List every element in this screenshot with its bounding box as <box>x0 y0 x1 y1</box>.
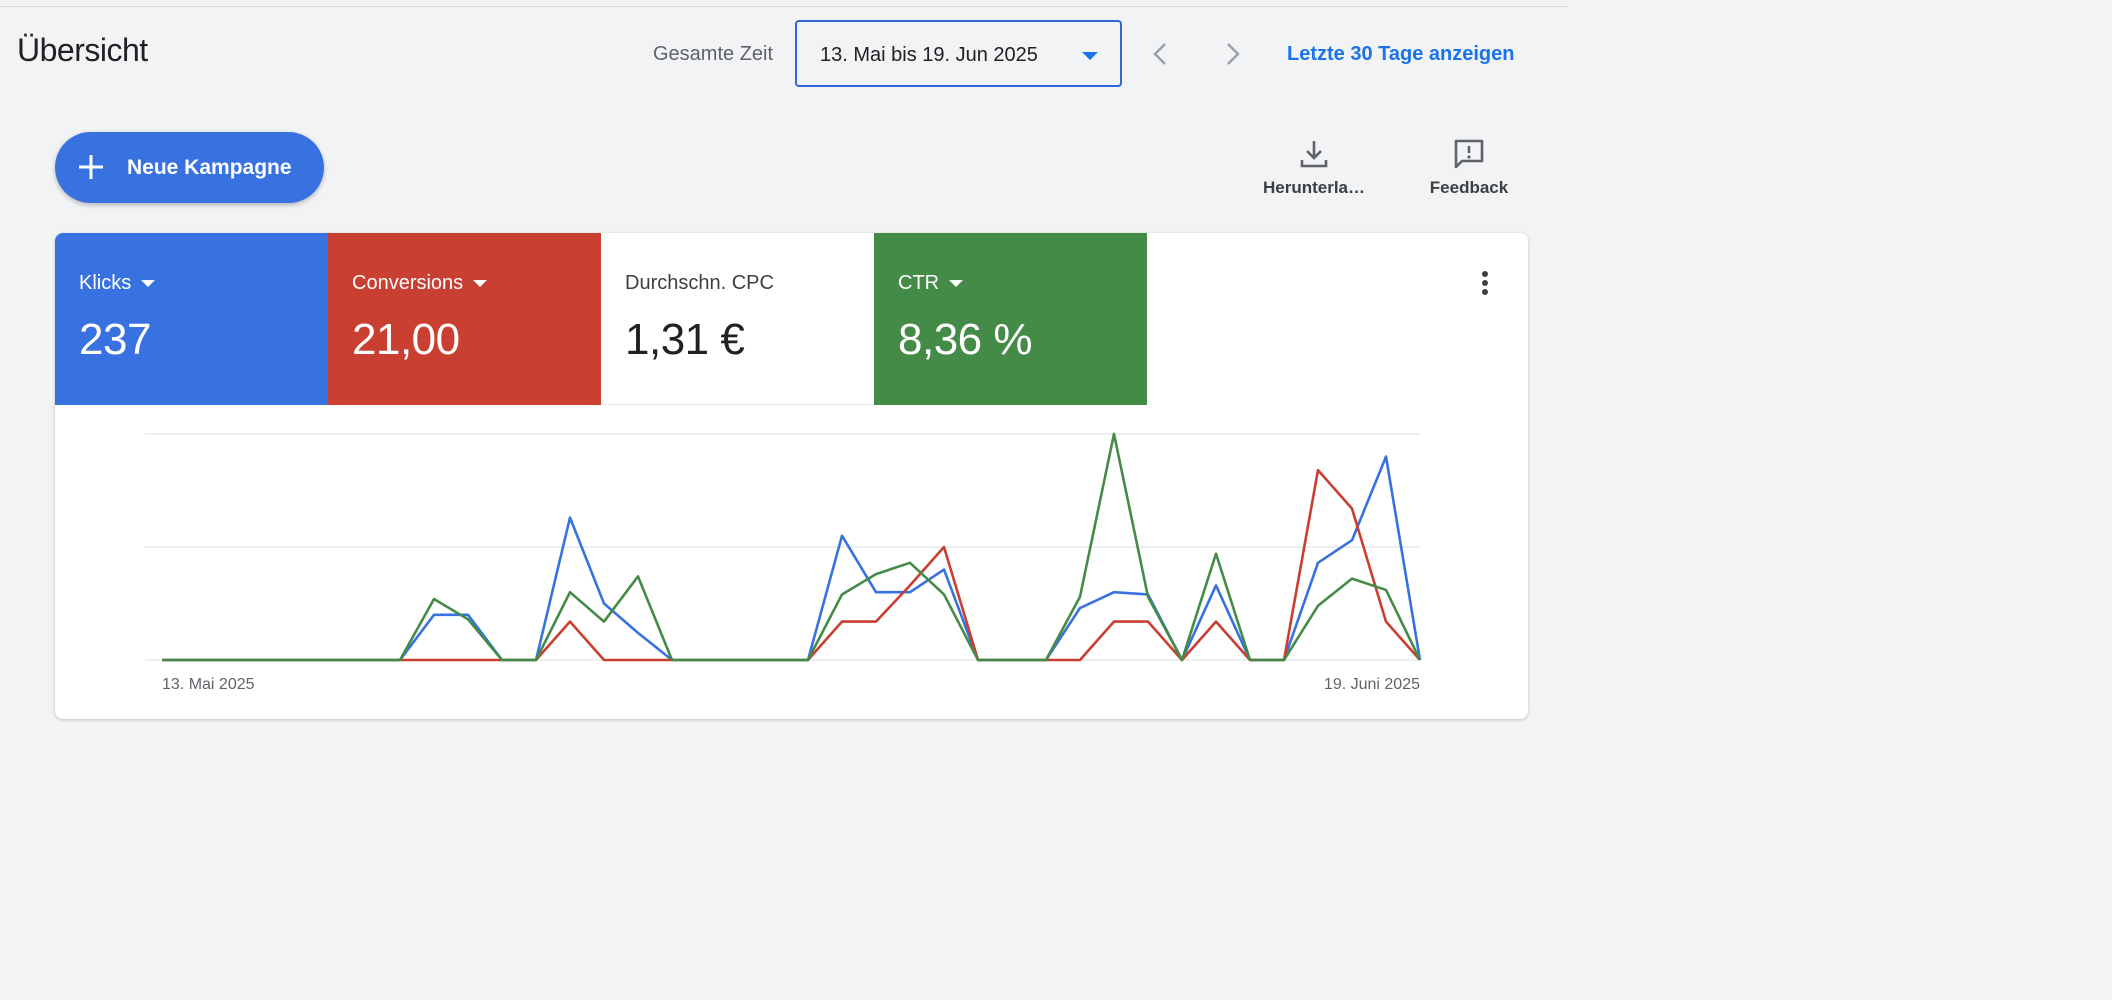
chevron-right-icon <box>1227 43 1240 65</box>
download-icon <box>1300 141 1328 168</box>
performance-card: Klicks 237 Conversions 21,00 Durchschn. … <box>55 233 1528 719</box>
next-period-button[interactable] <box>1212 34 1252 74</box>
download-label: Herunterla… <box>1262 178 1366 197</box>
dropdown-arrow-icon <box>949 279 964 287</box>
more-vert-icon <box>1482 271 1488 277</box>
dropdown-arrow-icon <box>473 279 488 287</box>
new-campaign-label: Neue Kampagne <box>127 156 292 179</box>
x-axis-end-label: 19. Juni 2025 <box>1324 676 1420 693</box>
date-range-picker[interactable]: 13. Mai bis 19. Jun 2025 <box>795 20 1122 87</box>
metric-name: Klicks <box>79 271 328 295</box>
feedback-icon <box>1454 139 1484 169</box>
more-options-button[interactable] <box>1478 271 1492 303</box>
dropdown-arrow-icon <box>1082 52 1098 60</box>
plus-icon <box>79 155 103 179</box>
metric-value: 21,00 <box>352 315 460 364</box>
metric-value: 1,31 € <box>625 315 745 364</box>
dropdown-arrow-icon <box>141 279 156 287</box>
metric-tile-conversions[interactable]: Conversions 21,00 <box>328 233 601 405</box>
series-line-klicks <box>162 455 1422 662</box>
feedback-button[interactable]: Feedback <box>1424 136 1514 198</box>
previous-period-button[interactable] <box>1141 34 1181 74</box>
metric-name: Conversions <box>352 271 601 295</box>
feedback-label: Feedback <box>1429 178 1509 197</box>
metric-tile-ctr[interactable]: CTR 8,36 % <box>874 233 1147 405</box>
download-button[interactable]: Herunterla… <box>1259 136 1369 198</box>
series-line-conversions <box>162 468 1421 662</box>
page-title: Übersicht <box>17 32 148 68</box>
show-last-30-days-link[interactable]: Letzte 30 Tage anzeigen <box>1287 43 1515 65</box>
metric-name: CTR <box>898 271 1147 295</box>
metric-tile-klicks[interactable]: Klicks 237 <box>55 233 328 405</box>
performance-chart: 13. Mai 2025 19. Juni 2025 <box>145 432 1422 693</box>
metric-value: 8,36 % <box>898 315 1032 364</box>
metric-name: Durchschn. CPC <box>625 271 774 294</box>
x-axis-start-label: 13. Mai 2025 <box>162 676 255 693</box>
new-campaign-button[interactable]: Neue Kampagne <box>55 132 324 203</box>
date-range-value: 13. Mai bis 19. Jun 2025 <box>820 44 1038 66</box>
series-line-ctr <box>162 432 1422 662</box>
top-divider <box>0 6 1568 7</box>
metric-value: 237 <box>79 315 151 364</box>
metric-tile-cpc[interactable]: Durchschn. CPC 1,31 € <box>601 233 874 405</box>
chevron-left-icon <box>1153 43 1166 65</box>
range-label: Gesamte Zeit <box>653 43 774 65</box>
